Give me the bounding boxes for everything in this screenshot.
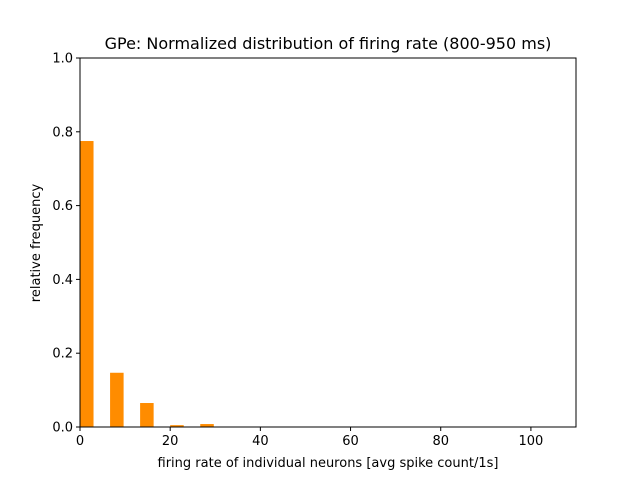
y-tick-label: 0.0 <box>52 421 73 436</box>
histogram-bar-1 <box>110 372 124 427</box>
x-tick-label: 100 <box>518 434 543 449</box>
histogram-bar-3 <box>170 425 184 427</box>
x-tick-label: 0 <box>76 434 84 449</box>
y-tick-label: 0.6 <box>52 199 73 214</box>
y-tick-label: 0.4 <box>52 273 73 288</box>
histogram-bar-0 <box>80 141 94 427</box>
y-tick-label: 0.2 <box>52 347 73 362</box>
x-tick-label: 20 <box>162 434 179 449</box>
axis-ticks: 0 20 40 60 80 100 0.0 0.2 0.4 0.6 0.8 1.0 <box>52 52 543 450</box>
bars-group <box>80 141 214 427</box>
y-axis-label: relative frequency <box>29 184 44 303</box>
x-axis-label: firing rate of individual neurons [avg s… <box>158 456 499 471</box>
y-tick-label: 0.8 <box>52 125 73 140</box>
chart-title: GPe: Normalized distribution of firing r… <box>105 34 552 53</box>
histogram-bar-4 <box>200 424 214 427</box>
y-tick-label: 1.0 <box>52 52 73 67</box>
histogram-bar-2 <box>140 403 154 427</box>
x-tick-label: 80 <box>432 434 449 449</box>
x-tick-label: 40 <box>252 434 269 449</box>
plot-area-frame <box>79 57 577 428</box>
x-tick-label: 60 <box>342 434 359 449</box>
